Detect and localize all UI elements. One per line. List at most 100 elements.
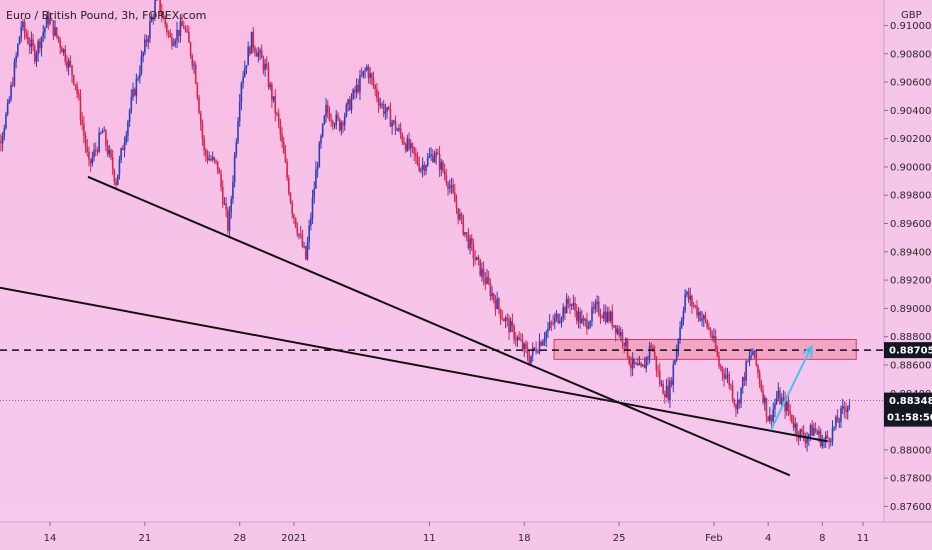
candle-body-up	[824, 435, 827, 441]
time-tick-label: 4	[765, 533, 771, 544]
candle-body-down	[289, 193, 292, 203]
time-tick-label: Feb	[705, 533, 723, 544]
time-tick-label: 25	[613, 533, 626, 544]
candle-body-up	[245, 65, 248, 68]
candle-body-up	[476, 256, 478, 261]
candle-body-down	[437, 152, 439, 154]
candle-body-up	[311, 197, 314, 219]
candle-body-up	[591, 307, 593, 322]
candle-body-up	[320, 136, 322, 144]
candle-body-up	[116, 174, 119, 185]
candle-body-up	[589, 321, 592, 327]
candle-body-down	[69, 60, 72, 66]
candle-body-up	[269, 84, 271, 88]
candle-body-down	[518, 337, 520, 340]
candle-body-up	[469, 238, 471, 249]
candle-body-down	[133, 89, 136, 96]
price-tick-label: 0.88000	[890, 445, 931, 456]
candle-body-down	[203, 138, 205, 151]
candle-body-up	[464, 232, 466, 235]
price-level-badge[interactable]	[884, 342, 932, 359]
candle-body-down	[276, 113, 278, 115]
candle-body-down	[814, 428, 817, 432]
candle-body-down	[758, 373, 761, 384]
current-price-badge[interactable]	[884, 392, 932, 427]
candle-body-down	[670, 380, 673, 385]
candle-body-down	[162, 15, 165, 17]
time-tick-label: 11	[857, 533, 870, 544]
candle-body-up	[321, 124, 324, 137]
trendline-2[interactable]	[0, 286, 828, 443]
candle-body-down	[181, 21, 183, 27]
candle-body-down	[145, 39, 148, 43]
candle-body-down	[286, 162, 288, 179]
projection-arrow[interactable]	[769, 346, 813, 431]
candle-body-down	[472, 243, 475, 259]
price-tick-label: 0.89800	[890, 191, 931, 202]
candle-body-up	[433, 156, 436, 162]
candle-body-down	[730, 384, 732, 386]
candle-body-down	[401, 134, 404, 142]
price-tick-label: 0.89000	[890, 304, 931, 315]
candle-body-up	[306, 242, 309, 260]
candle-body-down	[494, 299, 497, 309]
candle-body-down	[784, 397, 786, 412]
candle-body-down	[249, 47, 251, 54]
candle-body-down	[28, 43, 31, 47]
candle-body-up	[369, 73, 371, 78]
price-tick-label: 0.90200	[890, 134, 931, 145]
candle-body-down	[586, 319, 588, 329]
candle-body-up	[537, 352, 539, 354]
candle-body-up	[179, 21, 182, 36]
candle-body-down	[227, 209, 229, 231]
candle-body-up	[548, 322, 551, 329]
candle-body-down	[521, 340, 524, 350]
candle-body-down	[564, 307, 566, 314]
candle-body-down	[804, 439, 807, 444]
candle-body-up	[359, 75, 361, 92]
price-axis[interactable]: 0.91000 0.90800 0.90600 0.90400 0.90200 0.900…	[884, 21, 932, 513]
price-tick-label: 0.89200	[890, 276, 931, 287]
time-tick-label: 18	[518, 533, 531, 544]
candle-body-down	[762, 390, 764, 403]
candle-body-up	[211, 157, 214, 160]
candle-body-down	[183, 26, 185, 29]
candle-body-up	[838, 421, 841, 423]
candle-body-up	[741, 377, 744, 388]
candle-body-down	[301, 235, 304, 247]
candle-body-up	[228, 211, 231, 231]
candle-body-down	[413, 147, 415, 154]
candle-body-up	[560, 318, 563, 322]
candle-body-up	[250, 31, 253, 54]
candle-body-down	[84, 135, 87, 148]
candle-body-down	[411, 143, 414, 148]
candle-body-down	[760, 383, 763, 391]
candle-body-up	[840, 408, 842, 422]
candle-body-up	[745, 361, 747, 381]
candle-body-up	[638, 363, 641, 366]
price-tick-label: 0.90400	[890, 106, 931, 117]
candle-body-down	[110, 149, 112, 158]
candle-body-down	[442, 161, 444, 172]
candle-body-down	[27, 36, 29, 44]
candle-body-down	[514, 339, 517, 341]
candle-body-down	[371, 73, 373, 79]
time-axis[interactable]: 14 21 28 2021 11 18 25 Feb 4 8 11	[44, 522, 870, 544]
trendline-1[interactable]	[87, 175, 791, 477]
candle-body-down	[296, 226, 299, 235]
candle-body-up	[13, 61, 16, 86]
candle-body-up	[669, 380, 671, 401]
candle-body-down	[218, 170, 221, 174]
candle-body-down	[418, 163, 421, 171]
candle-body-up	[713, 336, 715, 339]
candle-body-down	[755, 350, 758, 366]
candle-body-down	[79, 96, 82, 120]
candle-body-up	[660, 383, 663, 385]
candle-body-up	[340, 122, 343, 131]
candle-body-down	[64, 49, 67, 62]
candle-body-down	[692, 305, 695, 307]
candles-layer	[0, 0, 851, 452]
candle-body-down	[811, 425, 813, 436]
